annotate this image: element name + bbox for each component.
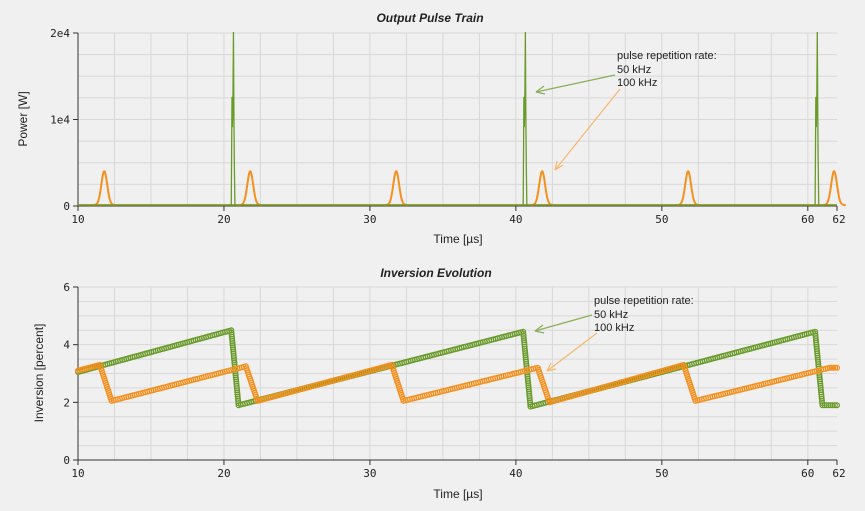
data-point [830, 364, 837, 371]
y-axis-label: Power [W] [16, 91, 30, 146]
grid [77, 32, 837, 207]
x-tick-label: 10 [71, 467, 84, 480]
pulse-peak [530, 170, 554, 206]
x-tick-label: 20 [217, 467, 230, 480]
annotation: pulse repetition rate: 50 kHz 100 kHz [535, 50, 717, 171]
x-tick-label: 62 [832, 213, 845, 226]
pulse-peak [676, 170, 700, 206]
data-point [828, 364, 835, 371]
pulse-peak [230, 31, 236, 206]
x-tick-label: 62 [832, 467, 845, 480]
annotation-100khz-label: 100 kHz [594, 322, 634, 334]
y-tick-label: 4 [63, 339, 70, 352]
data-point [831, 402, 838, 409]
y-tick-label: 0 [63, 200, 70, 213]
pulse-peak [238, 170, 262, 206]
pulse-peak [522, 31, 528, 206]
x-axis-label: Time [µs] [433, 487, 482, 501]
x-tick-label: 60 [801, 213, 814, 226]
x-tick-label: 50 [655, 213, 668, 226]
x-tick-label: 30 [363, 213, 376, 226]
axes: 10 20 30 40 50 60 62 0 1e4 2e4 [50, 27, 846, 226]
pulse-peak [384, 170, 408, 206]
y-tick-label: 1e4 [50, 114, 70, 127]
arrowhead-50khz [535, 85, 546, 95]
axes: 10 20 30 40 50 60 62 0 2 4 6 [63, 281, 845, 480]
arrowhead-100khz [546, 362, 557, 372]
chart-title: Output Pulse Train [376, 11, 483, 25]
data-point [827, 402, 834, 409]
series-group [78, 31, 846, 206]
x-tick-label: 40 [509, 213, 522, 226]
data-point [825, 402, 832, 409]
x-axis-label: Time [µs] [433, 232, 482, 246]
annotation-50khz-label: 50 kHz [594, 309, 628, 321]
annotation-heading: pulse repetition rate: [594, 295, 694, 307]
annotation-arrow-50khz [534, 314, 593, 332]
y-tick-label: 0 [63, 454, 70, 467]
annotation-arrow-100khz [546, 332, 598, 372]
annotation-50khz-label: 50 kHz [617, 64, 651, 76]
data-point [826, 364, 833, 371]
x-tick-label: 60 [801, 467, 814, 480]
annotation-heading: pulse repetition rate: [617, 50, 717, 62]
pulse-peak [92, 170, 116, 206]
annotation-arrow-100khz [554, 88, 621, 171]
data-point [819, 402, 826, 409]
series-50-khz [78, 31, 837, 206]
series-100-khz [74, 361, 840, 406]
y-tick-label: 2e4 [50, 27, 70, 40]
data-point [833, 364, 840, 371]
arrowhead-50khz [534, 324, 545, 334]
x-tick-label: 10 [71, 213, 84, 226]
x-tick-label: 20 [217, 213, 230, 226]
data-point [829, 402, 836, 409]
y-tick-label: 6 [63, 281, 70, 294]
inversion-chart: Inversion Evolution Time [µs] Inversion … [32, 266, 846, 501]
x-tick-label: 50 [655, 467, 668, 480]
data-point [821, 402, 828, 409]
series-group [74, 327, 840, 410]
pulse-peak [822, 170, 846, 206]
data-point [833, 402, 840, 409]
arrowhead-100khz [554, 160, 564, 171]
chart-title: Inversion Evolution [380, 266, 491, 280]
data-point [823, 402, 830, 409]
annotation: pulse repetition rate: 50 kHz 100 kHz [534, 295, 694, 372]
x-tick-label: 40 [509, 467, 522, 480]
annotation-arrow-50khz [535, 74, 616, 93]
output-pulse-chart: Output Pulse Train Time [µs] Power [W] 1… [16, 11, 846, 246]
y-axis-label: Inversion [percent] [32, 324, 46, 423]
y-tick-label: 2 [63, 396, 70, 409]
pulse-peak [814, 31, 820, 206]
x-tick-label: 30 [363, 467, 376, 480]
series-50-khz [74, 327, 840, 410]
grid [77, 286, 837, 461]
annotation-100khz-label: 100 kHz [617, 77, 657, 89]
data-point [832, 364, 839, 371]
